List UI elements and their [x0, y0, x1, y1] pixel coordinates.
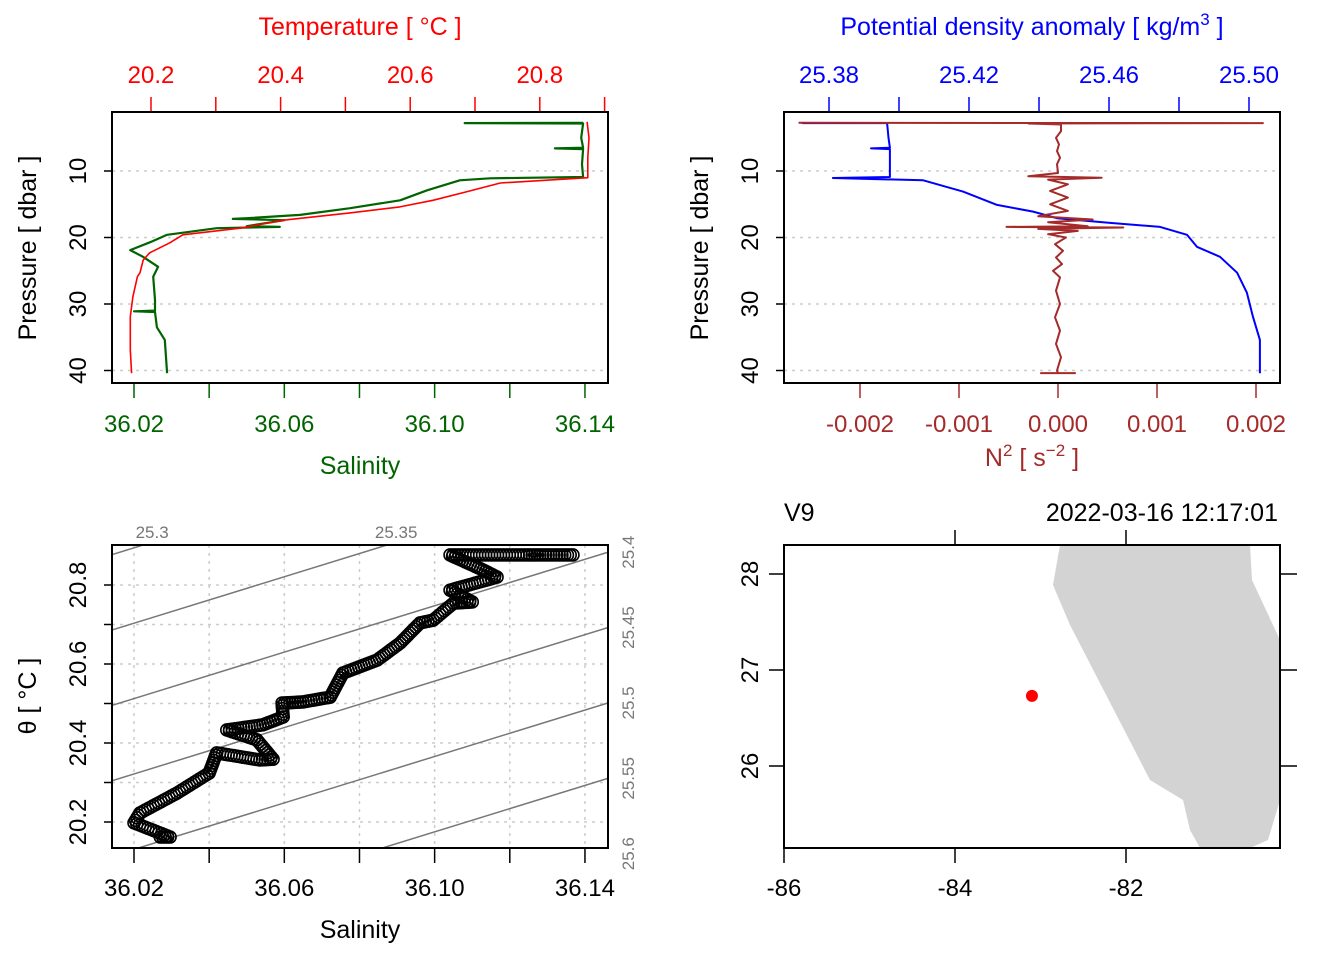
ts-plot-area — [112, 545, 608, 960]
ts-plot-frame — [111, 544, 609, 849]
pressure-tick-label: 30 — [737, 291, 764, 318]
isopycnal-line — [135, 702, 608, 848]
salinity-tick-label: 36.14 — [555, 875, 615, 902]
isopycnal-line — [112, 854, 608, 960]
temperature-salinity-plot-frame — [111, 111, 609, 384]
isopycnal-label: 25.5 — [619, 686, 638, 719]
density-tick-label: 25.50 — [1219, 62, 1279, 89]
theta-tick-label: 20.8 — [65, 562, 92, 609]
theta-tick-label: 20.4 — [65, 720, 92, 767]
temperature-tick-label: 20.8 — [516, 62, 563, 89]
florida-coastline-land — [1053, 545, 1280, 848]
pressure-tick-label: 40 — [737, 357, 764, 384]
n2-axis-title: N2 [ s−2 ] — [985, 441, 1079, 472]
salinity-tick-label: 36.06 — [254, 875, 314, 902]
n2-tick-label: 0.000 — [1028, 411, 1088, 438]
pressure-tick-label: 30 — [65, 291, 92, 318]
ts-data-point — [566, 548, 580, 562]
salinity-tick-label: 36.10 — [405, 875, 465, 902]
ts-salinity-axis-title: Salinity — [320, 916, 401, 944]
salinity-axis-title: Salinity — [320, 452, 401, 480]
pressure-tick-label: 40 — [65, 357, 92, 384]
longitude-tick-label: -86 — [767, 875, 802, 902]
salinity-tick-label: 36.02 — [104, 875, 164, 902]
density-tick-label: 25.46 — [1079, 62, 1139, 89]
density-tick-label: 25.38 — [799, 62, 859, 89]
n2-tick-label: 0.002 — [1226, 411, 1286, 438]
n2-tick-label: -0.001 — [925, 411, 993, 438]
theta-tick-label: 20.6 — [65, 641, 92, 688]
salinity-tick-label: 36.06 — [254, 411, 314, 438]
theta-tick-label: 20.2 — [65, 799, 92, 846]
density-tick-label: 25.42 — [939, 62, 999, 89]
temperature-tick-label: 20.2 — [128, 62, 175, 89]
pressure-tick-label: 20 — [65, 224, 92, 251]
pressure-axis-title-2: Pressure [ dbar ] — [686, 156, 714, 341]
latitude-tick-label: 27 — [737, 657, 764, 684]
n2-tick-label: 0.001 — [1127, 411, 1187, 438]
temperature-tick-label: 20.6 — [387, 62, 434, 89]
pressure-axis-title: Pressure [ dbar ] — [14, 156, 42, 341]
isopycnal-label: 25.6 — [619, 837, 638, 870]
station-name: V9 — [784, 499, 815, 527]
map-frame — [783, 544, 1281, 849]
density-profile-line — [802, 122, 1261, 374]
salinity-tick-label: 36.14 — [555, 411, 615, 438]
isopycnal-label: 25.4 — [619, 536, 638, 569]
longitude-tick-label: -82 — [1109, 875, 1144, 902]
salinity-tick-label: 36.10 — [405, 411, 465, 438]
map-area — [1025, 545, 1280, 848]
isopycnal-label: 25.45 — [619, 606, 638, 649]
isopycnal-line — [112, 626, 608, 782]
density-axis-title: Potential density anomaly [ kg/m3 ] — [840, 10, 1223, 41]
isopycnal-label: 25.35 — [375, 523, 418, 542]
pressure-tick-label: 20 — [737, 224, 764, 251]
longitude-tick-label: -84 — [938, 875, 973, 902]
isopycnal-label: 25.3 — [136, 523, 169, 542]
theta-axis-title: θ [ °C ] — [14, 658, 42, 735]
n2-profile-line — [798, 121, 1264, 374]
isopycnal-line — [112, 545, 390, 631]
n2-tick-label: -0.002 — [826, 411, 894, 438]
isopycnal-line — [379, 777, 608, 848]
density-n2-plot-frame — [783, 111, 1281, 384]
temperature-axis-title: Temperature [ °C ] — [258, 13, 461, 41]
temperature-tick-label: 20.4 — [257, 62, 304, 89]
salinity-tick-label: 36.02 — [104, 411, 164, 438]
isopycnal-line — [112, 551, 608, 707]
temperature-profile-line — [129, 121, 590, 374]
station-location-marker — [1025, 689, 1038, 702]
station-datetime: 2022-03-16 12:17:01 — [1046, 499, 1278, 527]
latitude-tick-label: 26 — [737, 753, 764, 780]
pressure-tick-label: 10 — [65, 158, 92, 185]
latitude-tick-label: 28 — [737, 561, 764, 588]
salinity-profile-line — [129, 121, 585, 374]
isopycnal-label: 25.55 — [619, 757, 638, 800]
pressure-tick-label: 10 — [737, 158, 764, 185]
